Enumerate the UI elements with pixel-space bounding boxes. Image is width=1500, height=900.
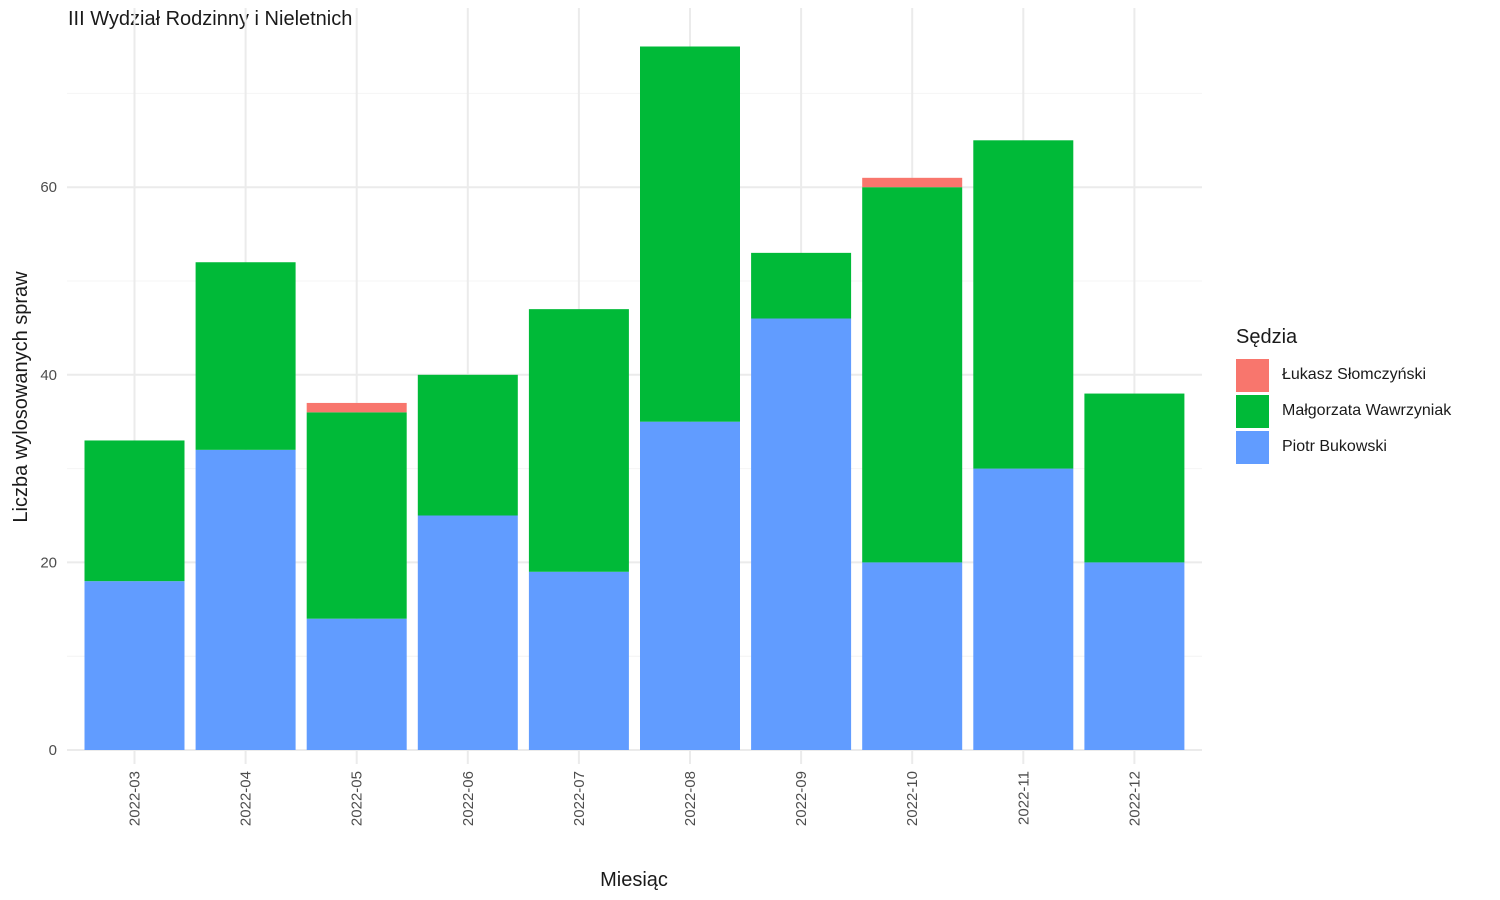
bar-segment [640, 46, 740, 422]
legend-label: Łukasz Słomczyński [1282, 366, 1427, 383]
x-tick-label: 2022-04 [238, 771, 255, 826]
bar-segment [1084, 393, 1185, 563]
bar-segment [862, 177, 963, 188]
bar-segment [195, 449, 296, 750]
bar-segment [1084, 562, 1185, 750]
bar-segment [417, 515, 518, 750]
legend-label: Małgorzata Wawrzyniak [1282, 402, 1452, 419]
bar-segment [84, 440, 185, 582]
bar-segment [751, 318, 852, 750]
x-axis-title: Miesiąc [600, 869, 668, 891]
legend-items: Łukasz Słomczyński Małgorzata Wawrzyniak P… [1236, 357, 1451, 465]
bar-segment [973, 140, 1074, 469]
bar-segment [973, 468, 1074, 750]
legend-label: Piotr Bukowski [1282, 438, 1387, 455]
x-tick-label: 2022-05 [349, 771, 366, 826]
legend-key-swatch [1236, 394, 1269, 428]
bar-segment [306, 402, 407, 413]
y-tick-label: 40 [40, 367, 57, 384]
bar-segment [84, 581, 185, 750]
bar-segment [417, 374, 518, 516]
legend-item: Łukasz Słomczyński [1236, 357, 1451, 393]
x-tick-label: 2022-08 [682, 771, 699, 826]
bar-segment [751, 252, 852, 319]
x-tick-label: 2022-11 [1015, 771, 1032, 825]
y-tick-label: 20 [40, 554, 57, 571]
bar-segment [862, 187, 963, 563]
bar-segment [195, 262, 296, 450]
bar-segment [528, 571, 629, 750]
legend-item: Piotr Bukowski [1236, 429, 1451, 465]
legend-key-swatch [1236, 358, 1269, 392]
bar-segment [640, 421, 740, 750]
legend: Sędzia Łukasz Słomczyński Małgorzata Wawr… [1236, 326, 1451, 465]
x-tick-label: 2022-07 [571, 771, 588, 826]
bars [84, 46, 1185, 750]
x-tick-label: 2022-06 [460, 771, 477, 826]
y-tick-label: 0 [49, 742, 57, 759]
x-tick-label: 2022-03 [127, 771, 144, 826]
legend-item: Małgorzata Wawrzyniak [1236, 393, 1451, 429]
bar-segment [528, 309, 629, 572]
axes: 0 20 40 60 2022-03 2022-04 2022-05 2022-06 2022-… [40, 179, 1143, 826]
legend-title: Sędzia [1236, 326, 1298, 348]
bar-segment [306, 618, 407, 750]
x-tick-label: 2022-12 [1126, 771, 1143, 826]
bar-segment [306, 412, 407, 619]
legend-key-swatch [1236, 430, 1269, 464]
y-axis-title: Liczba wylosowanych spraw [10, 271, 32, 523]
y-tick-label: 60 [40, 179, 57, 196]
x-tick-label: 2022-09 [793, 771, 810, 826]
chart-title: III Wydział Rodzinny i Nieletnich [68, 8, 353, 30]
x-tick-label: 2022-10 [904, 771, 921, 826]
bar-segment [862, 562, 963, 750]
